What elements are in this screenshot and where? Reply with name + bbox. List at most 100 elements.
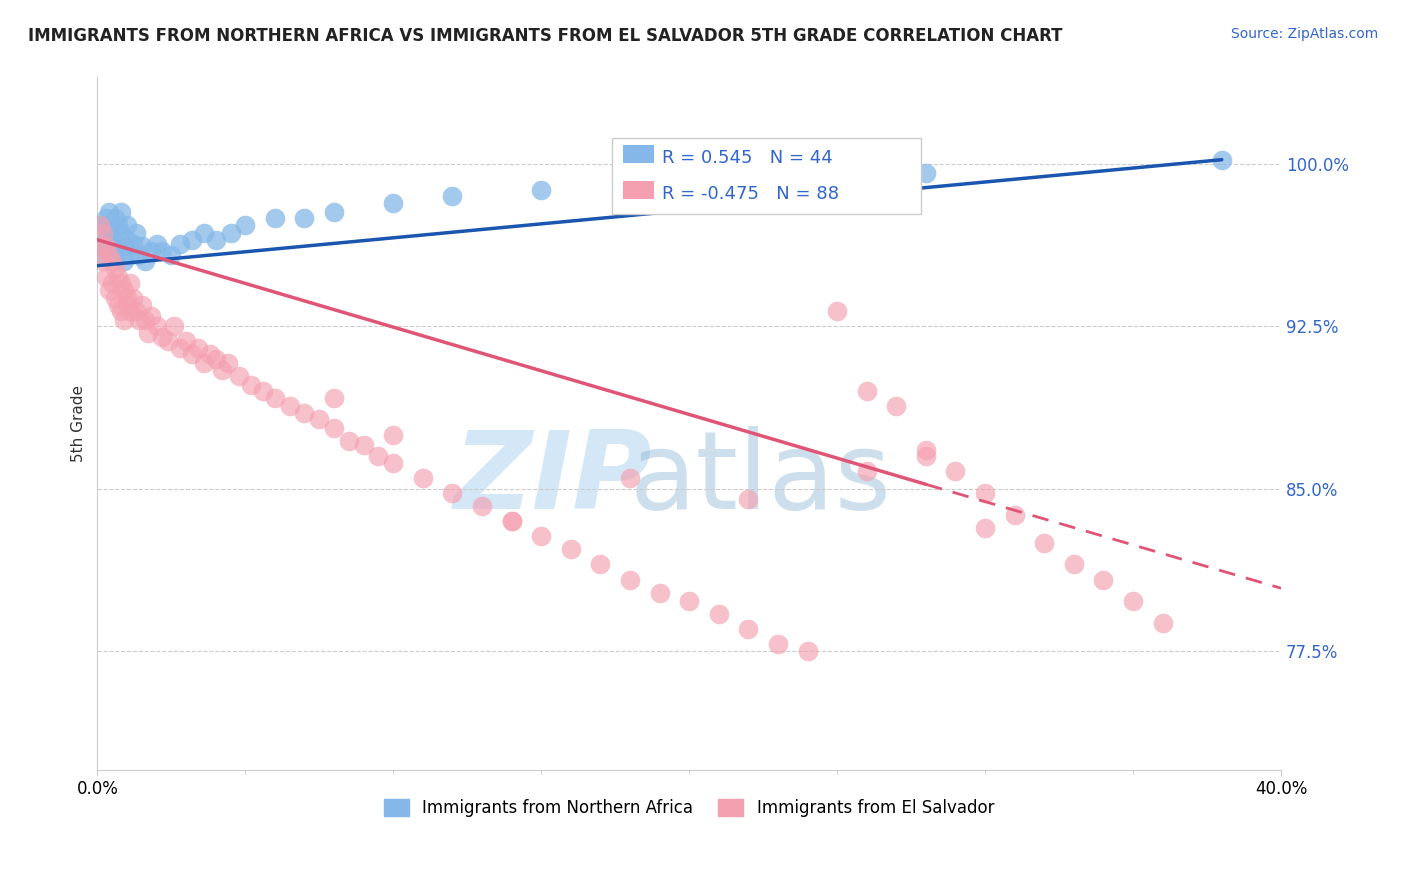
Point [139,309,162,323]
Point [98,248,121,262]
Point [737,492,759,507]
Point [1122,594,1144,608]
Point [96,239,118,253]
Point [107,298,129,312]
Point [308,412,330,426]
Point [104,248,127,262]
Point [530,183,553,197]
Point [619,471,641,485]
Point [441,486,464,500]
Point [91,218,114,232]
Point [115,233,138,247]
Point [98,227,121,241]
Point [441,189,464,203]
Point [264,391,287,405]
Point [560,542,582,557]
Point [1092,573,1115,587]
Point [678,174,700,188]
Point [131,298,153,312]
Point [169,237,191,252]
Point [648,585,671,599]
Point [110,227,132,241]
Point [252,384,274,399]
Point [89,239,111,253]
Point [125,227,148,241]
Point [181,347,204,361]
Point [115,298,138,312]
Point [181,233,204,247]
Point [367,449,389,463]
Point [110,304,132,318]
Point [1033,535,1056,549]
Point [145,237,167,252]
Point [323,421,346,435]
Point [115,291,138,305]
Point [91,254,114,268]
Point [125,304,148,318]
Point [101,276,124,290]
Point [121,237,143,252]
Point [412,471,434,485]
Point [134,313,156,327]
Point [204,233,226,247]
Point [240,377,263,392]
Point [294,406,316,420]
Point [294,211,316,226]
Point [211,362,233,376]
Point [112,283,135,297]
Point [134,254,156,268]
Point [1004,508,1026,522]
Point [174,334,197,349]
Point [530,529,553,543]
Point [737,623,759,637]
Point [101,254,124,268]
Point [152,330,174,344]
Point [825,304,848,318]
Point [766,638,789,652]
Point [198,347,221,361]
Point [96,233,118,247]
Point [157,334,180,349]
Point [104,291,127,305]
Point [107,269,129,284]
Point [382,456,405,470]
Point [96,211,118,226]
Point [136,326,159,340]
Point [884,400,907,414]
Point [118,276,141,290]
Point [107,218,129,232]
Point [264,211,287,226]
Point [98,283,121,297]
Point [115,218,138,232]
Point [112,254,135,268]
Point [353,438,375,452]
Point [104,260,127,275]
Point [619,573,641,587]
Point [112,239,135,253]
Point [107,237,129,252]
Point [152,244,174,258]
Text: IMMIGRANTS FROM NORTHERN AFRICA VS IMMIGRANTS FROM EL SALVADOR 5TH GRADE CORRELA: IMMIGRANTS FROM NORTHERN AFRICA VS IMMIG… [28,27,1063,45]
Point [855,464,877,478]
Point [796,644,818,658]
Point [128,313,150,327]
Point [219,227,242,241]
Text: R = -0.475   N = 88: R = -0.475 N = 88 [662,185,839,202]
Point [1063,558,1085,572]
Point [118,248,141,262]
Point [915,449,938,463]
Point [101,219,124,234]
Point [112,313,135,327]
Point [707,607,730,622]
Point [974,486,997,500]
Point [323,391,346,405]
Point [323,204,346,219]
Legend: Immigrants from Northern Africa, Immigrants from El Salvador: Immigrants from Northern Africa, Immigra… [377,792,1001,824]
Text: Source: ZipAtlas.com: Source: ZipAtlas.com [1230,27,1378,41]
Point [278,400,301,414]
Point [217,356,239,370]
Point [678,594,700,608]
Point [915,442,938,457]
Point [98,204,121,219]
Point [169,341,191,355]
